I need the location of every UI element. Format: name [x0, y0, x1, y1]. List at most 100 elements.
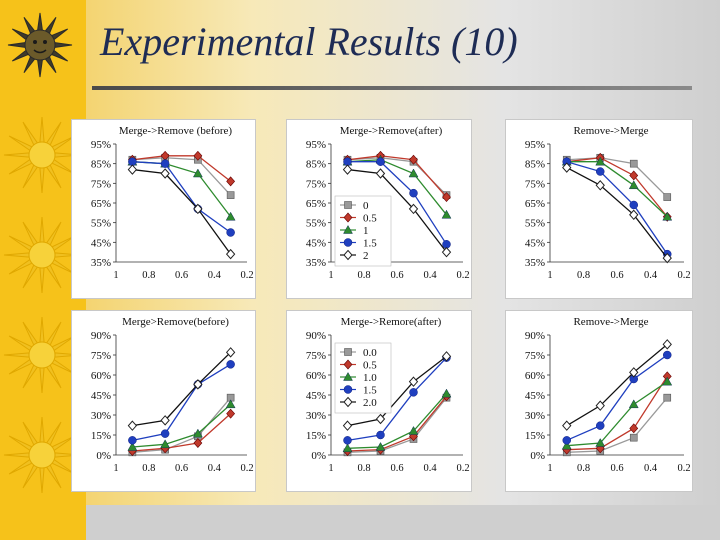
series-path: [566, 354, 668, 441]
series-line-4: [342, 351, 452, 431]
data-point: [225, 248, 236, 260]
y-tick-label: 85%: [91, 159, 111, 171]
x-tick-label: 0.4: [208, 270, 222, 281]
data-point: [127, 420, 138, 431]
series-line-4: [562, 339, 672, 431]
series-path: [132, 161, 232, 234]
x-tick-label: 0.4: [644, 463, 658, 474]
x-tick-label: 0.8: [142, 270, 155, 281]
series-path: [566, 157, 668, 198]
line-chart: Merge->Remore(after) 90% 75% 60% 45% 30% 15% 0%…: [306, 316, 470, 474]
y-tick-label: 95%: [306, 139, 326, 151]
x-tick-label: 0.6: [610, 463, 623, 474]
series-path: [132, 351, 232, 427]
y-tick-label: 75%: [306, 350, 326, 362]
data-point: [408, 168, 419, 178]
data-point: [160, 439, 171, 449]
y-tick-label: 95%: [91, 139, 111, 151]
chart-title: Merge>Remove(before): [122, 316, 229, 328]
y-tick-label: 45%: [306, 237, 326, 249]
y-tick-label: 30%: [91, 410, 111, 422]
data-point: [160, 415, 170, 426]
series-line-4: [342, 164, 452, 258]
series-path: [132, 157, 232, 196]
y-tick-label: 45%: [525, 390, 545, 402]
y-tick-label: 55%: [525, 218, 545, 230]
y-tick-label: 15%: [525, 430, 545, 442]
series-path: [566, 161, 668, 255]
y-tick-label: 45%: [91, 390, 111, 402]
series-path: [132, 363, 231, 441]
x-tick-label: 0.2: [677, 463, 690, 474]
y-tick-label: 65%: [306, 198, 326, 210]
series-line-4: [127, 347, 236, 431]
series-path: [132, 413, 232, 452]
data-point: [192, 428, 203, 438]
y-tick-label: 0%: [530, 450, 545, 462]
series-path: [347, 157, 447, 196]
y-tick-label: 85%: [306, 159, 326, 171]
data-point: [193, 150, 203, 161]
legend-label: 1.0: [363, 372, 377, 384]
data-point: [629, 170, 639, 181]
series-path: [347, 397, 448, 453]
series-line-3: [562, 157, 672, 259]
sun-icon: [7, 12, 73, 78]
data-point: [192, 168, 203, 178]
chart-title: Remove->Merge: [573, 316, 648, 328]
x-tick-label: 0.6: [390, 463, 403, 474]
x-tick-label: 0.4: [208, 463, 222, 474]
y-tick-label: 55%: [91, 218, 111, 230]
y-tick-label: 90%: [306, 330, 326, 342]
data-point: [342, 164, 353, 175]
legend-label: 0: [363, 200, 369, 212]
data-point: [225, 347, 236, 358]
legend-marker: [343, 385, 353, 394]
chart-panel: Merge->Remove(after) 95% 85% 75% 65% 55% 45% 35…: [287, 120, 471, 298]
data-point: [127, 164, 138, 175]
data-point: [441, 209, 452, 219]
bottom-strip: [86, 505, 720, 540]
x-tick-label: 0.8: [142, 463, 155, 474]
chart-title: Merge->Remove(after): [340, 125, 443, 137]
data-point: [343, 436, 352, 445]
data-point: [662, 211, 673, 221]
y-tick-label: 75%: [306, 178, 326, 190]
series-path: [132, 403, 232, 448]
series-path: [347, 395, 448, 452]
series-path: [347, 161, 448, 245]
chart-legend: 00.511.52: [334, 195, 392, 267]
x-tick-label: 1: [113, 463, 118, 474]
x-tick-label: 0.6: [390, 270, 403, 281]
x-tick-label: 1: [328, 463, 333, 474]
data-point: [441, 388, 452, 398]
data-point: [375, 441, 386, 451]
data-point: [408, 425, 419, 435]
chart-title: Merge->Remove (before): [119, 125, 233, 137]
y-tick-label: 65%: [525, 198, 545, 210]
series-path: [566, 381, 668, 447]
series-path: [566, 157, 668, 218]
data-point: [662, 339, 672, 350]
chart-panel: Remove->Merge 90% 75% 60% 45% 30% 15% 0% 1 0.8 0.6…: [506, 311, 692, 491]
series-line-1: [343, 150, 451, 203]
data-point: [595, 400, 605, 411]
x-tick-label: 1: [547, 270, 552, 281]
x-tick-label: 0.2: [677, 270, 690, 281]
y-tick-label: 45%: [306, 390, 326, 402]
chart-panel: Merge->Remore(after) 90% 75% 60% 45% 30% 15% 0%…: [287, 311, 471, 491]
series-line-2: [127, 399, 236, 451]
chart-panel: Merge->Remove (before) 95% 85% 75% 65% 55% 45%…: [72, 120, 255, 298]
data-point: [409, 388, 418, 397]
x-tick-label: 0.6: [175, 463, 188, 474]
series-path: [347, 159, 448, 216]
line-chart: Remove->Merge 95% 85% 75% 65% 55% 45% 35%1 0.8 0.…: [525, 125, 691, 281]
data-point: [375, 413, 386, 425]
x-tick-label: 0.2: [456, 270, 469, 281]
data-point: [441, 246, 452, 258]
legend-marker: [343, 212, 353, 223]
data-point: [629, 423, 639, 434]
data-point: [562, 162, 572, 173]
series-line-2: [561, 376, 673, 450]
data-point: [225, 399, 236, 409]
